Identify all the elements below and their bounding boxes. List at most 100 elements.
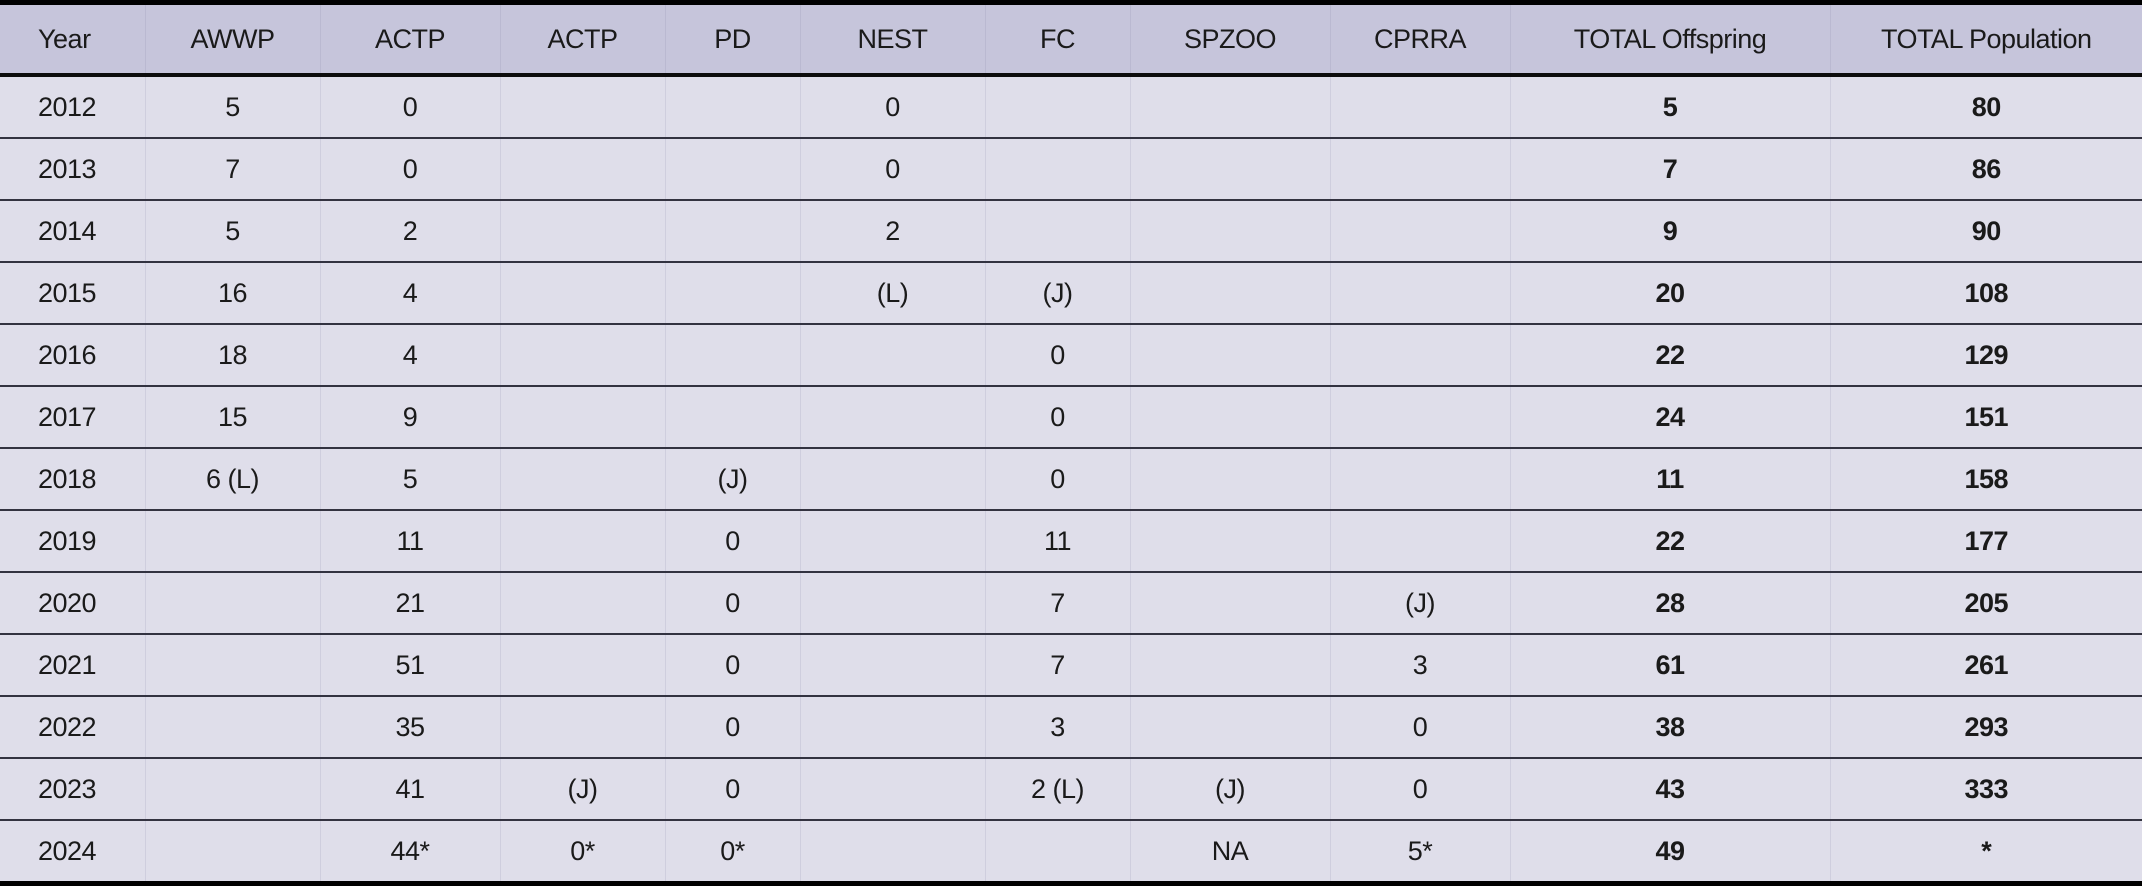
column-header-10-total-population: TOTAL Population bbox=[1829, 2, 2142, 77]
table-cell bbox=[799, 820, 985, 884]
table-row-2021: 2021 51 0 7 3 61 261 bbox=[0, 634, 2142, 697]
table-cell: 0* bbox=[499, 820, 665, 884]
column-header-5-nest: NEST bbox=[799, 2, 985, 77]
table-cell bbox=[1129, 75, 1330, 139]
table-cell: 0 bbox=[984, 386, 1130, 449]
table-cell: (J) bbox=[1129, 758, 1330, 821]
table-cell: 2 bbox=[319, 200, 500, 263]
table-cell bbox=[1329, 386, 1510, 449]
table-cell bbox=[499, 324, 665, 387]
table-cell bbox=[144, 634, 320, 697]
table-cell: 0 bbox=[319, 75, 500, 139]
table-cell bbox=[799, 758, 985, 821]
table-cell: 4 bbox=[319, 262, 500, 325]
column-header-6-fc: FC bbox=[984, 2, 1130, 77]
table-cell: 2 (L) bbox=[984, 758, 1130, 821]
table-cell bbox=[799, 572, 985, 635]
table-cell: (J) bbox=[1329, 572, 1510, 635]
table-cell bbox=[499, 696, 665, 759]
table-row-2013: 2013 7 0 0 7 86 bbox=[0, 138, 2142, 201]
table-cell bbox=[1129, 386, 1330, 449]
table-cell: 44* bbox=[319, 820, 500, 884]
table-cell bbox=[664, 138, 800, 201]
table-cell bbox=[1329, 200, 1510, 263]
table-cell: 0 bbox=[799, 75, 985, 139]
table-cell: 293 bbox=[1829, 696, 2142, 759]
table-cell: 0 bbox=[799, 138, 985, 201]
table-cell: 22 bbox=[1509, 510, 1830, 573]
table-cell: 0* bbox=[664, 820, 800, 884]
table-row-2012: 2012 5 0 0 5 80 bbox=[0, 75, 2142, 139]
table-cell: 0 bbox=[664, 634, 800, 697]
table-cell: NA bbox=[1129, 820, 1330, 884]
table-cell: 18 bbox=[144, 324, 320, 387]
year-cell: 2020 bbox=[0, 572, 145, 635]
table-row-2023: 2023 41 (J) 0 2 (L) (J) 0 43 333 bbox=[0, 758, 2142, 821]
table-cell: 0 bbox=[664, 758, 800, 821]
column-header-4-pd: PD bbox=[664, 2, 800, 77]
table-cell bbox=[499, 572, 665, 635]
table-cell: 7 bbox=[1509, 138, 1830, 201]
table-cell: 3 bbox=[1329, 634, 1510, 697]
table-cell: (L) bbox=[799, 262, 985, 325]
table-cell bbox=[799, 448, 985, 511]
table-cell: 9 bbox=[1509, 200, 1830, 263]
table-header: Year AWWP ACTP ACTP PD NEST FC SPZOO CPRRA TOTAL … bbox=[0, 2, 2142, 77]
table-cell: 80 bbox=[1829, 75, 2142, 139]
table-cell bbox=[664, 386, 800, 449]
table-cell bbox=[1329, 75, 1510, 139]
table-cell: 35 bbox=[319, 696, 500, 759]
table-cell bbox=[144, 696, 320, 759]
table-cell: 261 bbox=[1829, 634, 2142, 697]
table-cell: 38 bbox=[1509, 696, 1830, 759]
table-cell: 11 bbox=[1509, 448, 1830, 511]
table-cell: * bbox=[1829, 820, 2142, 884]
table-cell: (J) bbox=[664, 448, 800, 511]
table-cell bbox=[1329, 510, 1510, 573]
table-cell: 43 bbox=[1509, 758, 1830, 821]
column-header-7-spzoo: SPZOO bbox=[1129, 2, 1330, 77]
table-cell: 28 bbox=[1509, 572, 1830, 635]
table-cell: 41 bbox=[319, 758, 500, 821]
table-cell: 20 bbox=[1509, 262, 1830, 325]
table-row-2022: 2022 35 0 3 0 38 293 bbox=[0, 696, 2142, 759]
table-cell: 158 bbox=[1829, 448, 2142, 511]
year-cell: 2023 bbox=[0, 758, 145, 821]
table-cell: 15 bbox=[144, 386, 320, 449]
year-cell: 2015 bbox=[0, 262, 145, 325]
table-cell bbox=[1129, 696, 1330, 759]
table-cell: 21 bbox=[319, 572, 500, 635]
table-cell: 86 bbox=[1829, 138, 2142, 201]
table-cell bbox=[144, 572, 320, 635]
table-row-2018: 2018 6 (L) 5 (J) 0 11 158 bbox=[0, 448, 2142, 511]
table-cell: 0 bbox=[664, 510, 800, 573]
table-cell bbox=[144, 820, 320, 884]
table-cell: 177 bbox=[1829, 510, 2142, 573]
table-cell bbox=[1329, 262, 1510, 325]
table-cell: 0 bbox=[664, 696, 800, 759]
table-cell bbox=[1129, 572, 1330, 635]
table-cell bbox=[499, 386, 665, 449]
column-header-8-cprra: CPRRA bbox=[1329, 2, 1510, 77]
table-cell: 5 bbox=[144, 200, 320, 263]
table-cell: 2 bbox=[799, 200, 985, 263]
year-cell: 2017 bbox=[0, 386, 145, 449]
table-cell: 22 bbox=[1509, 324, 1830, 387]
table-cell: 129 bbox=[1829, 324, 2142, 387]
table-cell bbox=[984, 820, 1130, 884]
table-cell: 24 bbox=[1509, 386, 1830, 449]
column-header-0-year: Year bbox=[0, 2, 145, 77]
table-cell: 5 bbox=[144, 75, 320, 139]
table-cell bbox=[984, 75, 1130, 139]
table-row-2024: 2024 44* 0* 0* NA 5* 49 * bbox=[0, 820, 2142, 884]
table-cell bbox=[499, 200, 665, 263]
table-cell bbox=[499, 510, 665, 573]
column-header-1-awwp: AWWP bbox=[144, 2, 320, 77]
table-cell bbox=[1129, 138, 1330, 201]
table-cell bbox=[1129, 510, 1330, 573]
year-cell: 2018 bbox=[0, 448, 145, 511]
table-cell bbox=[1129, 262, 1330, 325]
table-cell: 108 bbox=[1829, 262, 2142, 325]
